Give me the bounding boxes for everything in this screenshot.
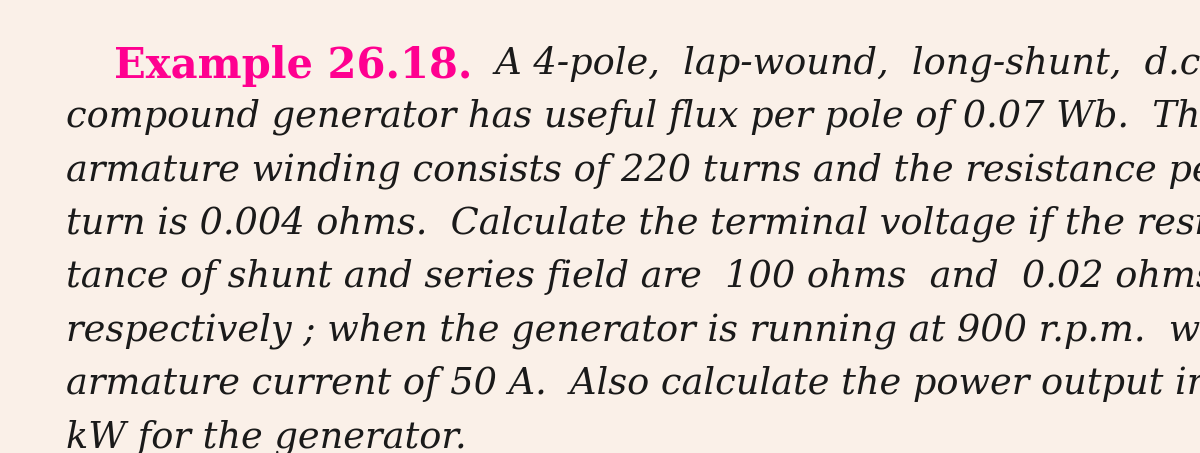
Text: respectively ; when the generator is running at 900 r.p.m.  with: respectively ; when the generator is run…	[66, 313, 1200, 349]
Text: Example 26.18.: Example 26.18.	[114, 45, 473, 87]
Text: turn is 0.004 ohms.  Calculate the terminal voltage if the resis-: turn is 0.004 ohms. Calculate the termin…	[66, 206, 1200, 242]
Text: armature winding consists of 220 turns and the resistance per: armature winding consists of 220 turns a…	[66, 152, 1200, 189]
Text: A 4-pole,  lap-wound,  long-shunt,  d.c.: A 4-pole, lap-wound, long-shunt, d.c.	[473, 45, 1200, 82]
Text: armature current of 50 A.  Also calculate the power output in: armature current of 50 A. Also calculate…	[66, 366, 1200, 402]
Text: kW for the generator.: kW for the generator.	[66, 419, 467, 453]
Text: compound generator has useful flux per pole of 0.07 Wb.  The: compound generator has useful flux per p…	[66, 99, 1200, 135]
Text: tance of shunt and series field are  100 ohms  and  0.02 ohms: tance of shunt and series field are 100 …	[66, 259, 1200, 295]
